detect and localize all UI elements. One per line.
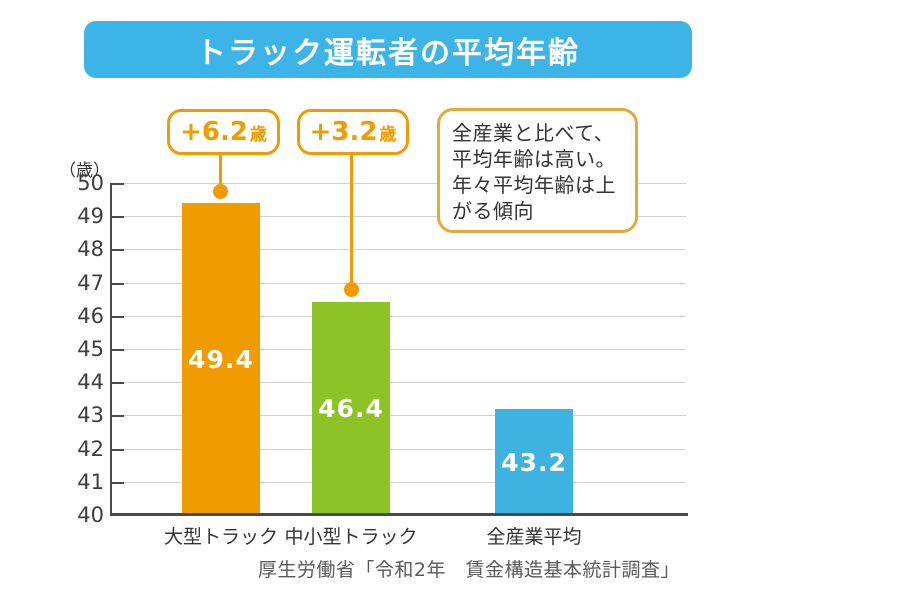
- y-axis-unit-label: （歳）: [59, 161, 110, 181]
- bar-small-medium-truck: 46.4: [312, 302, 390, 515]
- plot-area: 49.4 46.4 43.2: [110, 183, 688, 516]
- tick-mark: [112, 382, 124, 384]
- y-tick-label: 40: [77, 503, 104, 527]
- callout-unit: 歳: [249, 124, 267, 145]
- y-tick-label: 48: [77, 237, 104, 261]
- y-tick-label: 41: [77, 470, 104, 494]
- callout-leader-line: [350, 155, 353, 283]
- tick-mark: [112, 415, 124, 417]
- tick-mark: [112, 283, 124, 285]
- y-tick-label: 47: [77, 271, 104, 295]
- note-box: 全産業と比べて、 平均年齢は高い。 年々平均年齢は上 がる傾向: [437, 108, 638, 233]
- callout-anchor-dot: [213, 184, 228, 199]
- callout-unit: 歳: [379, 124, 397, 145]
- y-tick-label: 44: [77, 370, 104, 394]
- gridline: [112, 249, 686, 250]
- y-tick-label: 46: [77, 304, 104, 328]
- x-axis-line: [110, 513, 688, 516]
- gridline: [112, 183, 686, 184]
- bar-large-truck: 49.4: [182, 203, 260, 515]
- callout-plus-6-2-years: +6.2 歳: [167, 109, 280, 155]
- bar-value-label: 46.4: [318, 394, 384, 423]
- gridline: [112, 415, 686, 416]
- gridline: [112, 449, 686, 450]
- gridline: [112, 216, 686, 217]
- x-category-label: 大型トラック: [163, 526, 278, 548]
- callout-value: +6.2: [180, 117, 248, 147]
- note-text-line: 年々平均年齢は上: [452, 173, 616, 197]
- gridline: [112, 283, 686, 284]
- tick-mark: [112, 183, 124, 185]
- callout-leader-line: [219, 155, 222, 184]
- tick-mark: [112, 216, 124, 218]
- note-text-line: 平均年齢は高い。: [452, 147, 616, 171]
- note-text-line: がる傾向: [452, 199, 534, 223]
- y-tick-label: 50: [77, 171, 104, 195]
- x-category-label: 中小型トラック: [284, 526, 418, 548]
- chart-title: トラック運転者の平均年齢: [196, 35, 580, 71]
- callout-plus-3-2-years: +3.2 歳: [297, 109, 409, 155]
- y-tick-label: 43: [77, 403, 104, 427]
- y-tick-label: 42: [77, 437, 104, 461]
- chart-title-banner: トラック運転者の平均年齢: [84, 21, 692, 78]
- gridline: [112, 316, 686, 317]
- tick-mark: [112, 449, 124, 451]
- callout-anchor-dot: [344, 282, 359, 297]
- gridline: [112, 349, 686, 350]
- y-tick-label: 45: [77, 337, 104, 361]
- x-category-label: 全産業平均: [486, 526, 582, 548]
- data-source-credit: 厚生労働省「令和2年 賃金構造基本統計調査」: [257, 559, 680, 581]
- tick-mark: [112, 349, 124, 351]
- bar-value-label: 43.2: [501, 447, 567, 477]
- tick-mark: [112, 316, 124, 318]
- tick-mark: [112, 482, 124, 484]
- y-tick-label: 49: [77, 204, 104, 228]
- gridline: [112, 482, 686, 483]
- callout-value: +3.2: [309, 117, 378, 147]
- gridline: [112, 382, 686, 383]
- y-axis-line: [110, 183, 112, 515]
- bar-value-label: 49.4: [188, 344, 254, 374]
- tick-mark: [112, 249, 124, 251]
- note-text-line: 全産業と比べて、: [452, 121, 615, 145]
- bar-all-industry-average: 43.2: [495, 409, 573, 515]
